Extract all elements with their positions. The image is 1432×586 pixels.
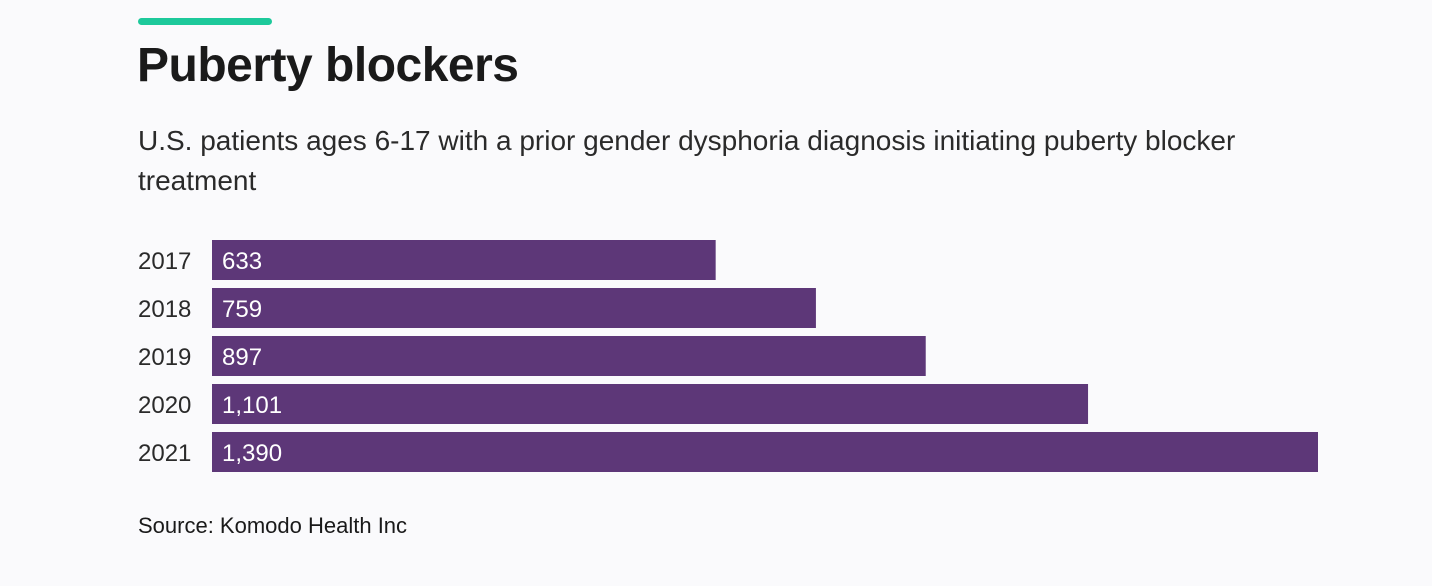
bar-chart: 2017 633 2018 759 2019 897 2020 1,101 2021 1,390 (138, 240, 1318, 472)
bar-2020 (212, 384, 1089, 424)
source-note: Source: Komodo Health Inc (138, 513, 408, 538)
year-label-2021: 2021 (138, 440, 191, 467)
accent-bar (138, 18, 272, 25)
year-label-2020: 2020 (138, 392, 191, 419)
chart-title: Puberty blockers (137, 39, 519, 92)
value-label-2019: 897 (222, 344, 262, 371)
bar-2018 (212, 288, 816, 328)
bar-2021 (212, 432, 1318, 472)
year-label-2017: 2017 (138, 248, 191, 275)
bar-2017 (212, 240, 716, 280)
year-label-2018: 2018 (138, 296, 191, 323)
value-label-2020: 1,101 (222, 392, 282, 419)
bar-2019 (212, 336, 926, 376)
value-label-2021: 1,390 (222, 440, 282, 467)
value-label-2017: 633 (222, 248, 262, 275)
year-label-2019: 2019 (138, 344, 191, 371)
chart-subtitle: U.S. patients ages 6-17 with a prior gen… (138, 125, 1236, 196)
value-label-2018: 759 (222, 296, 262, 323)
